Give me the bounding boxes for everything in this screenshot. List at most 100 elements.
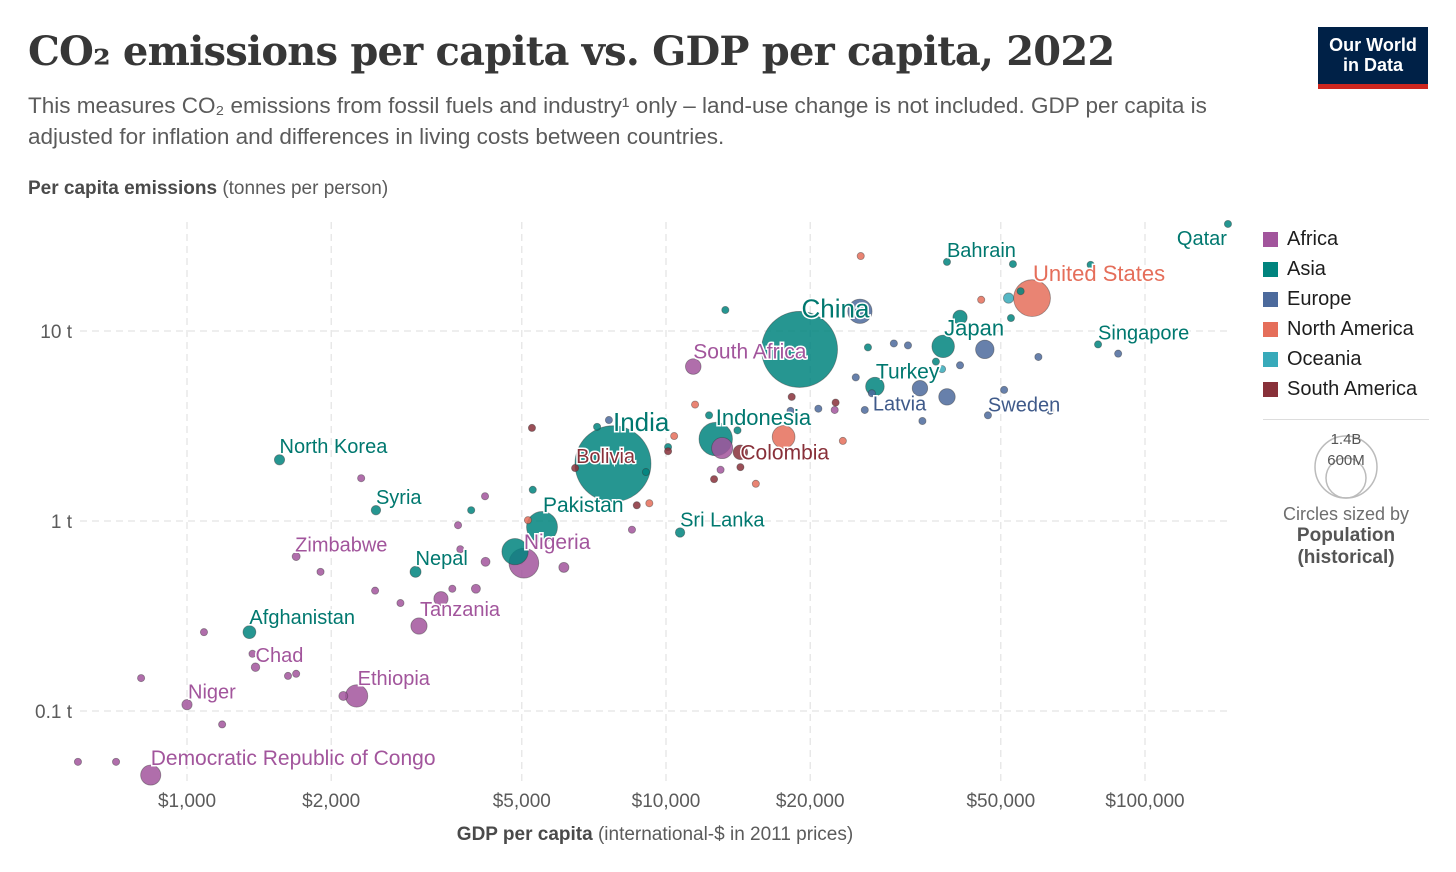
data-point[interactable] — [977, 295, 986, 304]
point-nepal[interactable] — [409, 565, 422, 578]
data-point[interactable] — [975, 339, 995, 360]
point-sweden[interactable] — [983, 411, 992, 420]
data-point[interactable] — [903, 341, 912, 350]
point-north-korea[interactable] — [273, 454, 286, 466]
data-point[interactable] — [338, 691, 349, 701]
point-india[interactable] — [574, 425, 652, 503]
data-point[interactable] — [480, 556, 491, 567]
data-point[interactable] — [918, 416, 927, 425]
data-point[interactable] — [721, 305, 730, 314]
data-point[interactable] — [838, 436, 847, 445]
data-point[interactable] — [856, 252, 865, 261]
data-point[interactable] — [956, 361, 965, 370]
data-point[interactable] — [911, 380, 929, 397]
legend-item-asia[interactable]: Asia — [1263, 254, 1417, 284]
data-point[interactable] — [736, 463, 745, 472]
point-colombia[interactable] — [732, 444, 749, 460]
data-point[interactable] — [283, 671, 292, 680]
data-point[interactable] — [670, 432, 679, 441]
point-niger[interactable] — [181, 699, 193, 711]
point-zimbabwe[interactable] — [291, 552, 301, 561]
data-point[interactable] — [664, 447, 673, 456]
legend-item-north-america[interactable]: North America — [1263, 314, 1417, 344]
data-point[interactable] — [527, 423, 536, 432]
data-point[interactable] — [292, 669, 301, 678]
data-point[interactable] — [433, 591, 449, 607]
data-point[interactable] — [501, 538, 529, 566]
point-japan[interactable] — [931, 334, 955, 359]
point-bahrain[interactable] — [942, 257, 951, 266]
data-point[interactable] — [860, 405, 869, 414]
data-point[interactable] — [316, 567, 325, 576]
data-point[interactable] — [938, 365, 947, 374]
data-point[interactable] — [481, 492, 490, 501]
point-chad[interactable] — [250, 662, 261, 672]
data-point[interactable] — [632, 501, 641, 510]
point-bolivia[interactable] — [571, 464, 580, 473]
data-point[interactable] — [863, 343, 872, 352]
data-point[interactable] — [1086, 260, 1095, 269]
data-point[interactable] — [1016, 287, 1025, 296]
data-point[interactable] — [1046, 406, 1055, 415]
data-point[interactable] — [786, 406, 795, 415]
point-latvia[interactable] — [867, 389, 876, 398]
data-point[interactable] — [952, 309, 968, 325]
data-point[interactable] — [1034, 352, 1043, 361]
data-point[interactable] — [454, 521, 463, 530]
data-point[interactable] — [371, 586, 380, 595]
data-point[interactable] — [456, 545, 465, 554]
legend-item-south-america[interactable]: South America — [1263, 374, 1417, 404]
data-point[interactable] — [711, 437, 734, 460]
data-point[interactable] — [851, 373, 860, 382]
data-point[interactable] — [641, 468, 650, 477]
point-china[interactable] — [761, 311, 838, 388]
data-point[interactable] — [1006, 314, 1015, 323]
data-point[interactable] — [528, 485, 537, 494]
data-point[interactable] — [705, 411, 714, 420]
data-point[interactable] — [831, 398, 840, 407]
data-point[interactable] — [218, 720, 227, 729]
point-singapore[interactable] — [1094, 340, 1103, 349]
data-point[interactable] — [814, 404, 823, 413]
point-south-africa[interactable] — [685, 358, 702, 375]
point-tanzania[interactable] — [410, 617, 428, 635]
data-point[interactable] — [889, 339, 898, 348]
data-point[interactable] — [1114, 349, 1123, 358]
data-point[interactable] — [467, 506, 476, 515]
data-point[interactable] — [470, 583, 481, 594]
data-point[interactable] — [604, 416, 613, 425]
data-point[interactable] — [645, 499, 654, 508]
data-point[interactable] — [751, 479, 760, 488]
point-syria[interactable] — [370, 505, 382, 516]
legend-item-europe[interactable]: Europe — [1263, 284, 1417, 314]
data-point[interactable] — [710, 475, 719, 484]
point-democratic-republic-of-congo[interactable] — [140, 764, 162, 786]
data-point[interactable] — [830, 405, 839, 414]
point-afghanistan[interactable] — [242, 625, 257, 640]
legend-item-africa[interactable]: Africa — [1263, 224, 1417, 254]
data-point[interactable] — [691, 400, 700, 409]
data-point[interactable] — [1000, 385, 1009, 394]
legend-item-oceania[interactable]: Oceania — [1263, 344, 1417, 374]
point-sri-lanka[interactable] — [674, 527, 686, 538]
owid-logo[interactable]: Our World in Data — [1318, 27, 1428, 89]
data-point[interactable] — [112, 757, 121, 766]
point-pakistan[interactable] — [526, 511, 558, 543]
data-point[interactable] — [199, 628, 208, 637]
data-point[interactable] — [938, 388, 956, 406]
data-point[interactable] — [357, 474, 366, 483]
data-point[interactable] — [137, 674, 146, 683]
data-point[interactable] — [593, 422, 602, 431]
data-point[interactable] — [73, 757, 82, 766]
point-qatar[interactable] — [1223, 219, 1232, 228]
data-point[interactable] — [627, 525, 636, 534]
data-point[interactable] — [523, 516, 532, 525]
data-point[interactable] — [1003, 292, 1015, 304]
data-point[interactable] — [248, 649, 257, 658]
data-point[interactable] — [448, 584, 457, 593]
data-point[interactable] — [771, 425, 796, 449]
data-point[interactable] — [396, 599, 405, 608]
data-point[interactable] — [787, 392, 796, 401]
data-point[interactable] — [716, 465, 725, 474]
data-point[interactable] — [558, 561, 570, 573]
